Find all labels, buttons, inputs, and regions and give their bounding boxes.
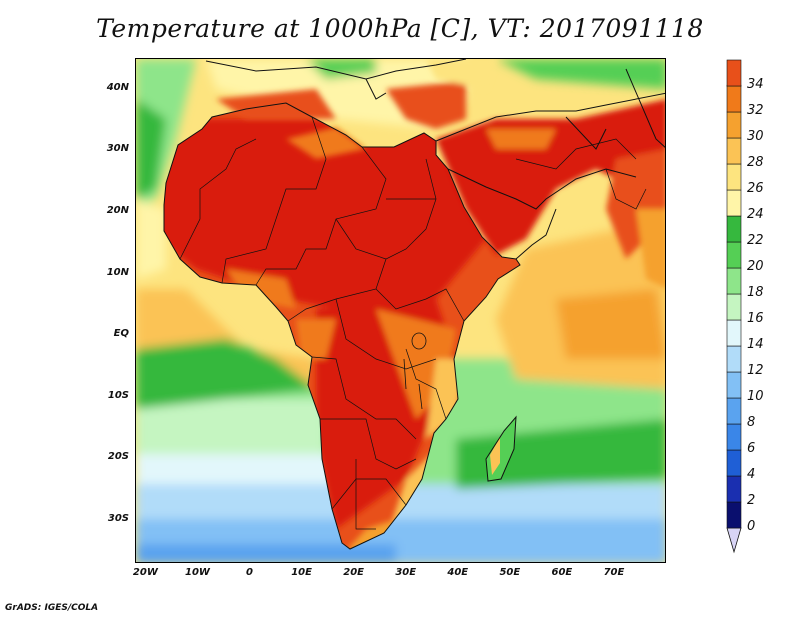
colorbar-segment (726, 475, 742, 503)
lon-label: 10W (184, 567, 210, 578)
colorbar-segment (726, 111, 742, 139)
colorbar-segment (726, 397, 742, 425)
colorbar-segment (726, 267, 742, 295)
colorbar-tick-label: 24 (747, 207, 764, 222)
lat-label: 10N (106, 266, 129, 278)
lat-label: 30S (107, 512, 129, 524)
colorbar-tick-label: 8 (747, 415, 756, 430)
colorbar-segment (726, 85, 742, 113)
lat-label: 20N (106, 204, 129, 216)
colorbar-segment (726, 423, 742, 451)
lat-label: 10S (107, 389, 129, 401)
lon-label: 40E (447, 567, 469, 578)
colorbar-tick-label: 6 (747, 441, 756, 456)
colorbar-segment (726, 189, 742, 217)
lon-label: 70E (603, 567, 625, 578)
lon-label: 60E (551, 567, 573, 578)
lat-label: EQ (113, 328, 129, 340)
colorbar-tick-label: 28 (747, 155, 764, 170)
colorbar-segment (726, 163, 742, 191)
lon-label: 50E (499, 567, 521, 578)
colorbar-segment (726, 241, 742, 269)
temperature-map (135, 58, 666, 563)
footer-credit: GrADS: IGES/COLA (5, 603, 99, 613)
lat-label: 30N (106, 143, 129, 155)
colorbar-segment (726, 371, 742, 399)
colorbar-bottom-arrow (726, 527, 742, 554)
colorbar-segment (726, 449, 742, 477)
lon-label: 0 (246, 567, 253, 578)
colorbar-segment (726, 319, 742, 347)
colorbar-tick-label: 20 (747, 259, 764, 274)
lon-label: 20W (132, 567, 158, 578)
colorbar-tick-label: 34 (747, 77, 764, 92)
colorbar-tick-label: 16 (747, 311, 764, 326)
colorbar-tick-label: 30 (747, 129, 764, 144)
colorbar-segment (726, 345, 742, 373)
lon-label: 10E (291, 567, 312, 578)
colorbar-tick-label: 10 (747, 389, 764, 404)
colorbar-tick-label: 32 (747, 103, 764, 118)
colorbar (726, 59, 742, 554)
lat-label: 40N (106, 81, 129, 93)
colorbar-tick-label: 14 (747, 337, 764, 352)
chart-title: Temperature at 1000hPa [C], VT: 20170911… (96, 14, 704, 43)
lakes (403, 332, 427, 410)
colorbar-segment (726, 293, 742, 321)
colorbar-segment (726, 59, 742, 87)
lat-label: 20S (107, 451, 129, 463)
colorbar-tick-label: 22 (747, 233, 764, 248)
map-canvas (136, 59, 665, 562)
country-borders (179, 116, 647, 530)
colorbar-tick-label: 2 (747, 493, 756, 508)
colorbar-tick-label: 18 (747, 285, 764, 300)
colorbar-segment (726, 501, 742, 529)
colorbar-tick-label: 0 (747, 519, 756, 534)
colorbar-segment (726, 137, 742, 165)
lon-label: 20E (343, 567, 365, 578)
colorbar-tick-label: 26 (747, 181, 764, 196)
colorbar-tick-label: 4 (747, 467, 756, 482)
coastlines (163, 59, 665, 550)
lon-label: 30E (395, 567, 417, 578)
madagascar (486, 417, 516, 481)
colorbar-tick-label: 12 (747, 363, 764, 378)
colorbar-segment (726, 215, 742, 243)
